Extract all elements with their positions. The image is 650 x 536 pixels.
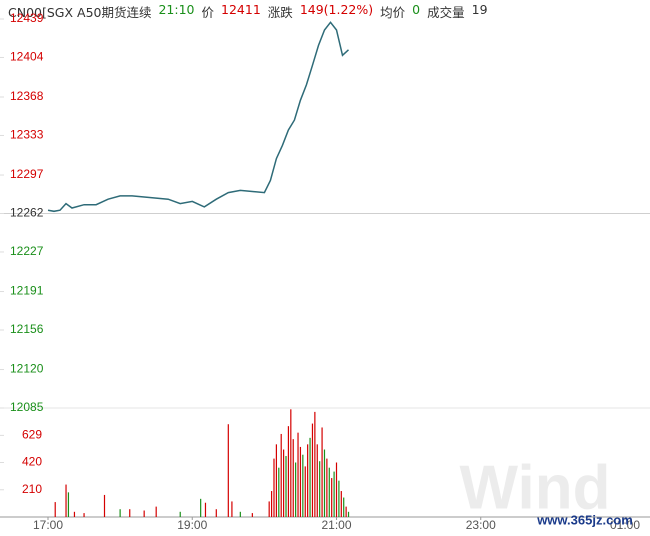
volume-bar <box>268 501 270 517</box>
y-tick-label: 12333 <box>10 128 44 142</box>
volume-bar <box>54 502 56 517</box>
volume-bar <box>273 458 275 517</box>
x-tick-label: 19:00 <box>177 518 207 532</box>
header-item: 0 <box>412 2 421 17</box>
header-item: 21:10 <box>158 2 195 17</box>
volume-bar <box>287 426 290 517</box>
volume-bar <box>270 491 273 517</box>
y-tick-label: 12156 <box>10 322 44 336</box>
y-tick-label: 12297 <box>10 167 44 181</box>
header-item: 均价 <box>380 5 406 20</box>
volume-bar <box>251 513 253 517</box>
volume-bar <box>319 461 321 517</box>
volume-bar <box>323 449 326 517</box>
y-tick-label: 12191 <box>10 284 44 298</box>
volume-bar <box>103 494 106 517</box>
volume-tick-label: 629 <box>22 428 42 442</box>
header-item: 19 <box>471 2 488 17</box>
volume-bar <box>311 423 314 517</box>
y-tick-label: 12085 <box>10 400 44 414</box>
volume-bar <box>307 444 309 517</box>
volume-bar <box>295 462 297 517</box>
volume-bar <box>335 462 338 517</box>
volume-bar <box>179 511 181 517</box>
header-item: 涨跌 <box>267 5 293 20</box>
volume-bar <box>67 492 70 517</box>
volume-bar <box>314 411 316 517</box>
volume-bar <box>129 509 131 517</box>
volume-bar <box>65 484 67 517</box>
y-tick-label: 12262 <box>10 206 44 220</box>
volume-bar <box>278 467 280 517</box>
header-item: 成交量 <box>427 5 465 20</box>
volume-bar <box>316 444 318 517</box>
volume-bar <box>331 478 333 517</box>
volume-bar <box>239 511 241 517</box>
volume-bar <box>326 458 328 517</box>
volume-bar <box>333 471 335 517</box>
volume-bar <box>347 511 350 517</box>
volume-bar <box>73 511 76 517</box>
header-item: 价 <box>201 5 215 20</box>
volume-bar <box>231 501 233 517</box>
volume-bar <box>299 446 302 517</box>
volume-tick-label: 210 <box>22 482 42 496</box>
volume-bar <box>290 409 292 517</box>
volume-bar <box>119 509 121 517</box>
y-tick-label: 12227 <box>10 244 44 258</box>
volume-bar <box>292 439 294 517</box>
volume-bar <box>321 427 323 517</box>
volume-bar <box>200 498 202 517</box>
header-item: 12411 <box>221 2 261 17</box>
x-tick-label: 01:00 <box>610 518 640 532</box>
volume-bar <box>309 437 311 517</box>
volume-bar <box>275 444 277 517</box>
volume-bar <box>328 467 330 517</box>
volume-bar <box>302 454 304 517</box>
volume-bar <box>227 424 229 517</box>
y-tick-label: 12120 <box>10 362 44 376</box>
volume-bar <box>83 513 85 517</box>
volume-bar <box>285 456 287 517</box>
volume-bar <box>280 433 282 517</box>
x-tick-label: 23:00 <box>466 518 496 532</box>
y-tick-label: 12368 <box>10 89 44 103</box>
y-tick-label: 12404 <box>10 50 44 64</box>
header-item: 149(1.22%) <box>299 2 374 17</box>
volume-bar <box>283 449 285 517</box>
volume-bar <box>215 509 217 517</box>
volume-bar <box>204 502 207 517</box>
watermark: www.365jz.com <box>536 512 633 527</box>
x-tick-label: 21:00 <box>321 518 351 532</box>
x-tick-label: 17:00 <box>33 518 63 532</box>
y-tick-label: 12439 <box>10 11 44 25</box>
volume-bar <box>343 497 345 517</box>
volume-bar <box>155 506 157 517</box>
quote-header: CN00[SGX A50期货连续 21:10 价 12411 涨跌 149(1.22%) 均… <box>8 2 488 21</box>
volume-bar <box>345 506 347 517</box>
price-line <box>47 21 350 213</box>
volume-bar <box>297 432 299 517</box>
volume-tick-label: 420 <box>22 455 42 469</box>
volume-bar <box>338 480 340 517</box>
volume-bar <box>304 466 306 517</box>
logo: Wind <box>460 453 611 522</box>
volume-bar <box>340 491 342 517</box>
volume-bar <box>143 510 145 517</box>
header-item: CN00[SGX A50期货连续 <box>8 5 152 20</box>
